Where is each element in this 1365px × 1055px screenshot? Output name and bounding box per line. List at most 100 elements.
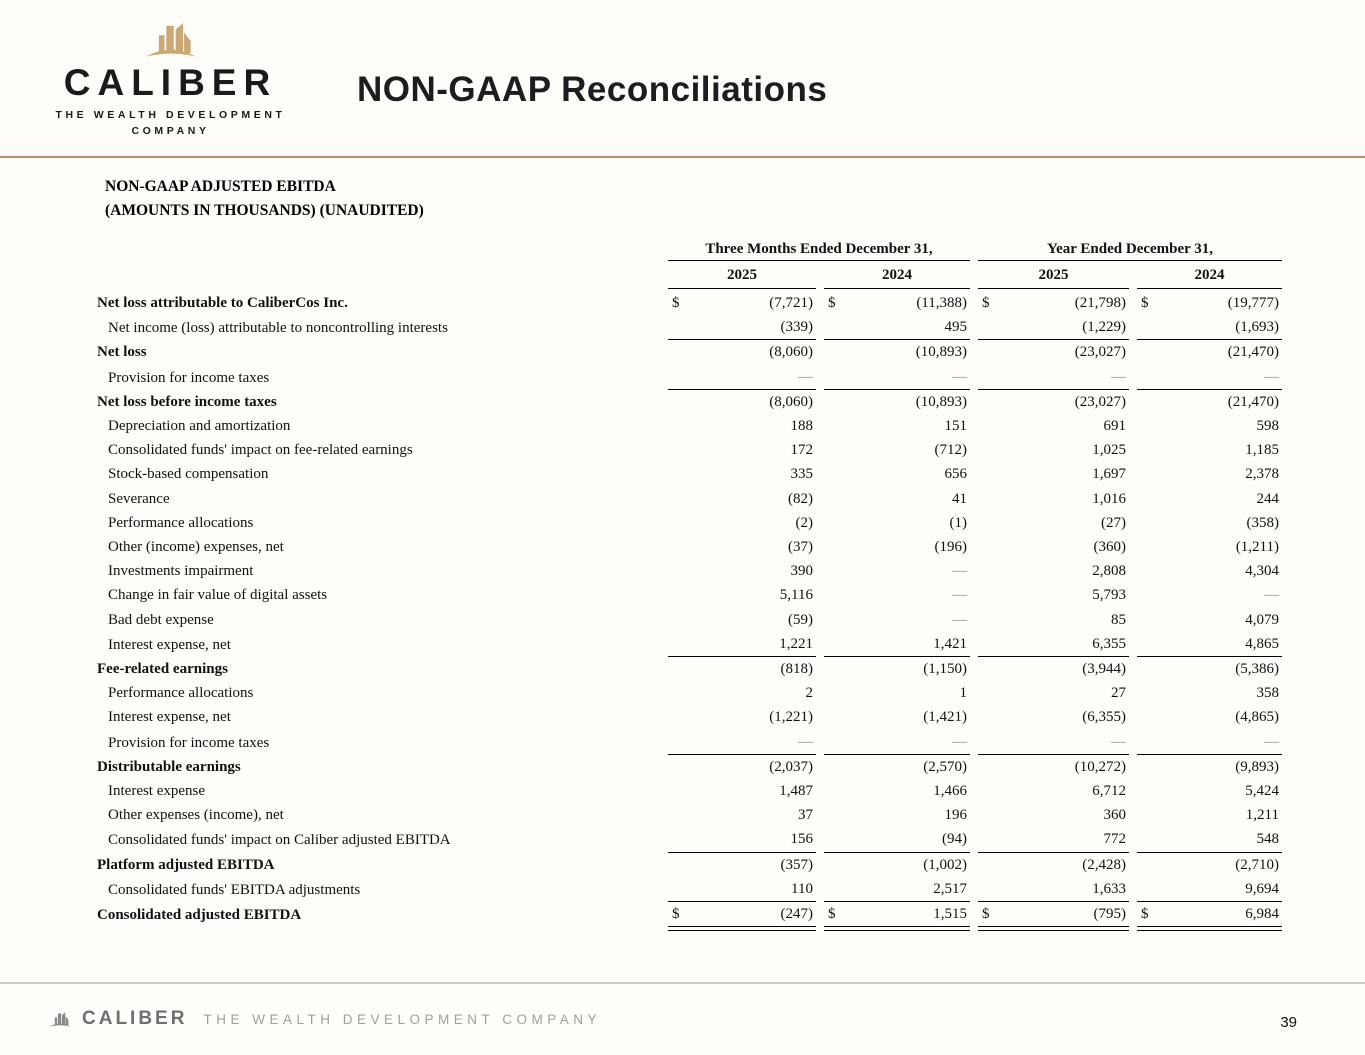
row-label: Investments impairment: [108, 563, 254, 580]
dollar-sign: [672, 583, 684, 607]
row-label: Distributable earnings: [97, 758, 241, 775]
dollar-sign: [1141, 462, 1153, 486]
row-value-cell: (339): [668, 315, 816, 341]
row-value: 6,355: [1092, 635, 1126, 652]
dollar-sign: $: [982, 906, 990, 923]
row-value: 358: [1256, 685, 1280, 702]
row-value-cell: 6,712: [978, 779, 1129, 803]
table-row: Consolidated funds' impact on fee-relate…: [97, 438, 1287, 462]
dollar-sign: [982, 632, 994, 656]
row-value-cell: 2,517: [824, 877, 970, 903]
table-row: Change in fair value of digital assets 5,…: [97, 583, 1287, 607]
dollar-sign: [672, 511, 684, 535]
reconciliation-table: Three Months Ended December 31, Year Ende…: [97, 238, 1287, 932]
row-value-cell: 2,808: [978, 559, 1129, 583]
row-value-cell: 188: [668, 414, 816, 438]
dollar-sign: [1141, 511, 1153, 535]
table-row: Interest expense, net 1,221 1,421 6,355 4,86…: [97, 632, 1287, 658]
row-value-cell: 1,185: [1137, 438, 1282, 462]
row-value: 110: [791, 880, 813, 897]
footer-brand-name: CALIBER: [82, 1008, 188, 1029]
table-year-header: 2025: [978, 262, 1129, 289]
dollar-sign: [828, 511, 840, 535]
row-value: (247): [780, 906, 814, 923]
row-value: (1,693): [1235, 319, 1279, 336]
row-value-cell: 4,865: [1137, 632, 1282, 658]
dollar-sign: [982, 340, 994, 364]
row-value-cell: (8,060): [668, 340, 816, 364]
row-value: —: [952, 611, 967, 628]
row-value-cell: (4,865): [1137, 705, 1282, 729]
row-value-cell: 85: [978, 608, 1129, 632]
row-value-cell: 1,025: [978, 438, 1129, 462]
dollar-sign: [982, 877, 994, 901]
row-value-cell: 2: [668, 681, 816, 705]
row-value-cell: 244: [1137, 487, 1282, 511]
row-value: 548: [1256, 831, 1280, 848]
section-heading-line1: NON-GAAP ADJUSTED EBITDA: [105, 178, 336, 195]
row-value: 41: [952, 490, 967, 507]
dollar-sign: [672, 755, 684, 779]
dollar-sign: [828, 340, 840, 364]
row-value-cell: —: [824, 730, 970, 755]
row-label: Net loss: [97, 344, 147, 361]
dollar-sign: [1141, 535, 1153, 559]
row-value-cell: 5,793: [978, 583, 1129, 607]
dollar-sign: [982, 414, 994, 438]
table-row: Other (income) expenses, net (37) (196) (36…: [97, 535, 1287, 559]
table-row: Performance allocations 2 1 27 358: [97, 681, 1287, 705]
row-value: 37: [798, 807, 813, 824]
table-row: Net income (loss) attributable to noncon…: [97, 315, 1287, 341]
row-value: (6,355): [1082, 709, 1126, 726]
dollar-sign: [828, 779, 840, 803]
row-value-cell: (1,421): [824, 705, 970, 729]
row-value-cell: (1,693): [1137, 315, 1282, 341]
dollar-sign: [672, 803, 684, 827]
row-value: 1,466: [933, 783, 967, 800]
row-value: 1,421: [933, 635, 967, 652]
brand-name: CALIBER: [63, 62, 278, 103]
dollar-sign: [982, 608, 994, 632]
row-value-cell: (1,211): [1137, 535, 1282, 559]
dollar-sign: [1141, 340, 1153, 364]
row-value-cell: (27): [978, 511, 1129, 535]
dollar-sign: [672, 681, 684, 705]
row-value-cell: 1,016: [978, 487, 1129, 511]
row-value: (1,229): [1082, 319, 1126, 336]
row-value-cell: 9,694: [1137, 877, 1282, 903]
row-value-cell: 335: [668, 462, 816, 486]
table-year-header: 2024: [824, 262, 970, 289]
dollar-sign: [982, 365, 994, 389]
dollar-sign: [1141, 681, 1153, 705]
row-value-cell: 1,421: [824, 632, 970, 658]
dollar-sign: [828, 315, 840, 339]
row-value: (1,421): [923, 709, 967, 726]
row-value-cell: (2): [668, 511, 816, 535]
dollar-sign: [828, 390, 840, 414]
row-value-cell: (37): [668, 535, 816, 559]
row-value: (27): [1101, 514, 1126, 531]
dollar-sign: [828, 827, 840, 851]
dollar-sign: [1141, 705, 1153, 729]
table-row: Interest expense 1,487 1,466 6,712 5,424: [97, 779, 1287, 803]
dollar-sign: [982, 462, 994, 486]
row-value-cell: (1,150): [824, 657, 970, 681]
row-value-cell: (712): [824, 438, 970, 462]
row-value-cell: (5,386): [1137, 657, 1282, 681]
table-row: Platform adjusted EBITDA (357) (1,002) (2,4…: [97, 853, 1287, 877]
row-value-cell: 390: [668, 559, 816, 583]
row-value: 151: [944, 418, 968, 435]
footer-buildings-icon: [49, 1012, 71, 1027]
row-value-cell: $6,984: [1137, 902, 1282, 932]
dollar-sign: [1141, 414, 1153, 438]
row-label: Fee-related earnings: [97, 661, 228, 678]
dollar-sign: $: [672, 906, 680, 923]
row-label: Performance allocations: [108, 685, 254, 702]
table-row: Other expenses (income), net 37 196 360 1,21…: [97, 803, 1287, 827]
dollar-sign: [982, 705, 994, 729]
row-value: 5,793: [1092, 587, 1126, 604]
row-label: Net income (loss) attributable to noncon…: [108, 320, 448, 337]
dollar-sign: [982, 559, 994, 583]
dollar-sign: [828, 462, 840, 486]
row-value: (19,777): [1227, 295, 1279, 311]
